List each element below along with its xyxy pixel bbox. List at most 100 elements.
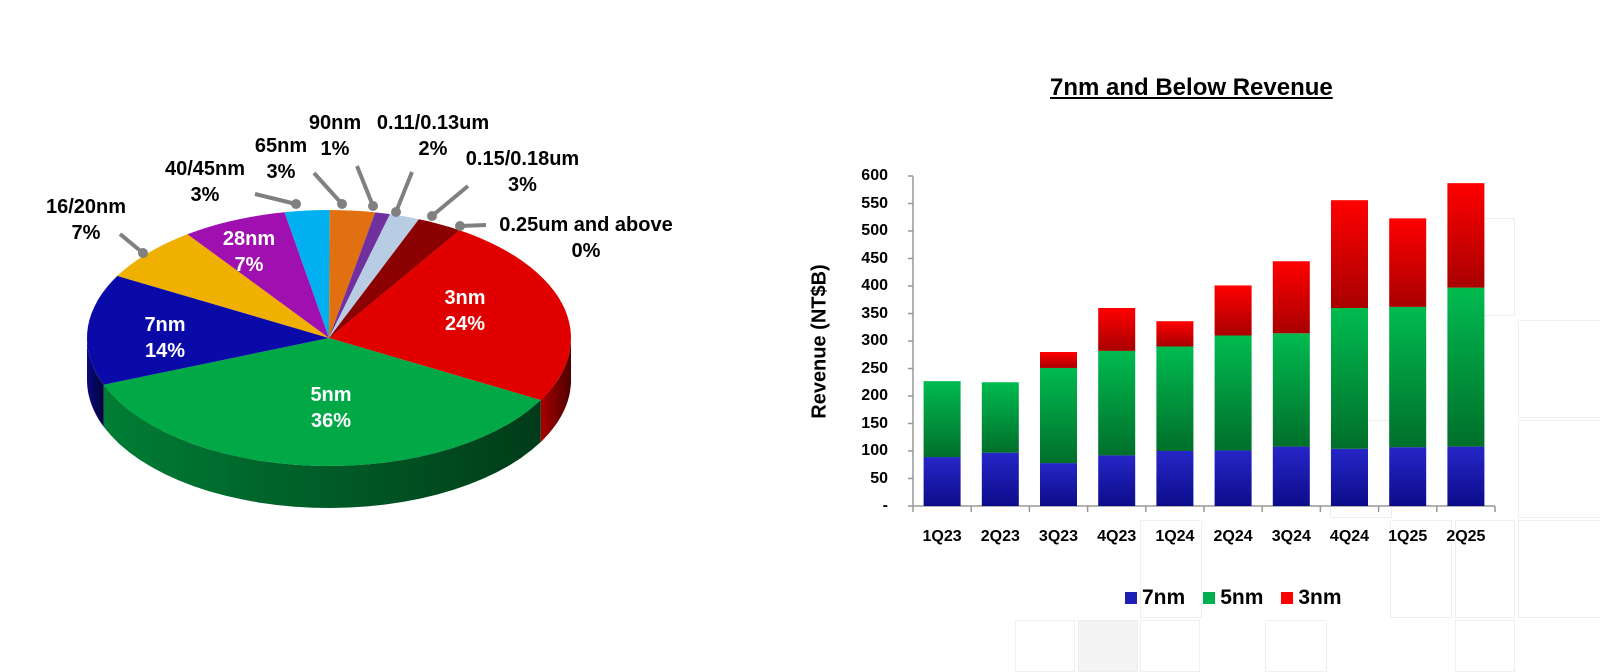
legend-label: 3nm	[1298, 586, 1342, 609]
bar-segment-5nm-1Q23	[923, 381, 961, 458]
x-tick-label: 1Q24	[1155, 528, 1195, 545]
pie-side-5nm	[103, 384, 541, 508]
pie-label-name: 0.15/0.18um	[465, 148, 580, 170]
y-tick-label: 350	[861, 304, 888, 322]
leader-line	[254, 192, 297, 206]
y-tick-label: 500	[861, 222, 888, 239]
pie-label-name: 16/20nm	[45, 196, 127, 218]
bar-segment-3nm-2Q24	[1214, 285, 1252, 336]
bar-segment-3nm-4Q24	[1331, 200, 1368, 308]
bg-tile	[1518, 320, 1600, 418]
bg-tile	[1390, 520, 1452, 618]
pie-side-7nm	[87, 338, 104, 427]
legend-swatch-icon	[1125, 592, 1137, 604]
pie-label-pct: 7%	[71, 222, 101, 244]
bar-segment-5nm-4Q23	[1098, 350, 1136, 456]
pie-label-pct: 7%	[234, 254, 264, 276]
bg-tile	[1455, 520, 1515, 618]
pie-label-name: 90nm	[308, 112, 362, 134]
pie-label-pct: 3%	[190, 184, 220, 206]
y-tick-label: 50	[870, 469, 888, 487]
leader-dot-icon	[427, 211, 437, 221]
y-tick-label: -	[882, 497, 888, 514]
bar-segment-3nm-3Q24	[1272, 261, 1310, 334]
bar-segment-7nm-2Q23	[981, 452, 1019, 506]
y-tick-label: 550	[861, 194, 888, 212]
bar-segment-5nm-2Q25	[1447, 287, 1485, 447]
y-tick-label: 250	[861, 359, 888, 377]
y-tick-label: 100	[861, 442, 888, 459]
leader-dot-icon	[138, 248, 148, 258]
legend-item-5nm: 5nm	[1203, 586, 1263, 610]
bar-segment-5nm-4Q24	[1331, 308, 1368, 449]
pie-label-name: 28nm	[222, 228, 276, 250]
leader-line	[312, 171, 344, 206]
pie-label-0-15-0-18um: 0.15/0.18um 3%	[455, 146, 590, 198]
pie-label-5nm: 5nm 36%	[296, 382, 366, 434]
bar-segment-5nm-3Q24	[1272, 333, 1310, 447]
x-tick-label: 1Q23	[922, 528, 962, 545]
bar-segment-7nm-3Q24	[1272, 446, 1310, 506]
y-tick-label: 450	[861, 249, 888, 267]
bg-tile	[1140, 520, 1202, 618]
pie-label-0-25um-and-above: 0.25um and above 0%	[488, 212, 684, 264]
bg-tile	[1518, 520, 1600, 618]
leader-dot-icon	[337, 199, 347, 209]
pie-slice-0.11/0.13um	[329, 214, 419, 338]
pie-label-16-20nm: 16/20nm 7%	[36, 194, 136, 246]
bar-segment-7nm-2Q24	[1214, 450, 1252, 506]
pie-label-28nm: 28nm 7%	[214, 226, 284, 278]
pie-slice-65nm	[329, 210, 376, 338]
leader-line	[430, 184, 470, 218]
pie-label-0-11-0-13um: 0.11/0.13um 2%	[368, 110, 498, 162]
y-tick-label: 400	[861, 277, 888, 294]
pie-label-name: 7nm	[144, 314, 186, 336]
bar-segment-5nm-2Q23	[981, 382, 1019, 453]
pie-slice-0.15/0.18um	[329, 219, 460, 338]
pie-slice-90nm	[329, 212, 390, 338]
leader-line	[394, 171, 414, 213]
legend-item-3nm: 3nm	[1281, 586, 1342, 610]
legend-swatch-icon	[1203, 592, 1216, 604]
x-tick-label: 4Q23	[1097, 528, 1137, 545]
pie-label-3nm: 3nm 24%	[430, 285, 500, 337]
bar-segment-7nm-4Q24	[1331, 448, 1368, 506]
x-tick-label: 2Q25	[1446, 528, 1486, 545]
x-tick-label: 2Q23	[980, 528, 1020, 545]
bar-segment-3nm-4Q23	[1098, 308, 1136, 351]
pie-label-pct: 1%	[320, 138, 350, 160]
leader-dot-icon	[455, 221, 465, 231]
pie-label-pct: 14%	[144, 340, 186, 362]
pie-label-40-45nm: 40/45nm 3%	[155, 156, 255, 208]
y-tick-label: 600	[861, 167, 888, 184]
pie-label-name: 65nm	[254, 135, 308, 157]
pie-label-pct: 36%	[310, 410, 352, 432]
pie-label-pct: 3%	[508, 174, 537, 196]
legend-label: 5nm	[1220, 586, 1264, 609]
pie-label-name: 0.25um and above	[499, 214, 673, 236]
bar-segment-3nm-3Q23	[1040, 352, 1077, 368]
legend-item-7nm: 7nm	[1125, 586, 1185, 610]
pie-label-90nm: 90nm 1%	[300, 110, 370, 162]
pie-label-pct: 2%	[418, 138, 448, 160]
bar-segment-7nm-1Q24	[1156, 451, 1194, 506]
bar-segment-3nm-2Q25	[1447, 183, 1485, 288]
leader-dot-icon	[391, 207, 401, 217]
pie-slice-5nm	[103, 338, 541, 466]
pie-slice-7nm	[87, 275, 329, 385]
bg-tile	[1078, 620, 1138, 672]
x-tick-label: 3Q23	[1038, 528, 1079, 545]
bar-segment-7nm-2Q25	[1447, 446, 1485, 506]
bar-segment-3nm-1Q24	[1156, 321, 1194, 347]
pie-slice-40/45nm	[284, 210, 330, 338]
pie-slice-3nm	[329, 230, 571, 401]
bar-segment-7nm-1Q25	[1389, 447, 1427, 506]
y-tick-label: 200	[861, 387, 888, 404]
pie-label-name: 3nm	[444, 287, 486, 309]
leader-dot-icon	[291, 199, 301, 209]
pie-slice-16/20nm	[117, 234, 329, 338]
chart-legend: 7nm 5nm 3nm	[1125, 586, 1342, 610]
y-tick-label: 300	[861, 332, 888, 349]
legend-swatch-icon	[1281, 592, 1294, 604]
bar-segment-5nm-1Q25	[1389, 306, 1427, 448]
